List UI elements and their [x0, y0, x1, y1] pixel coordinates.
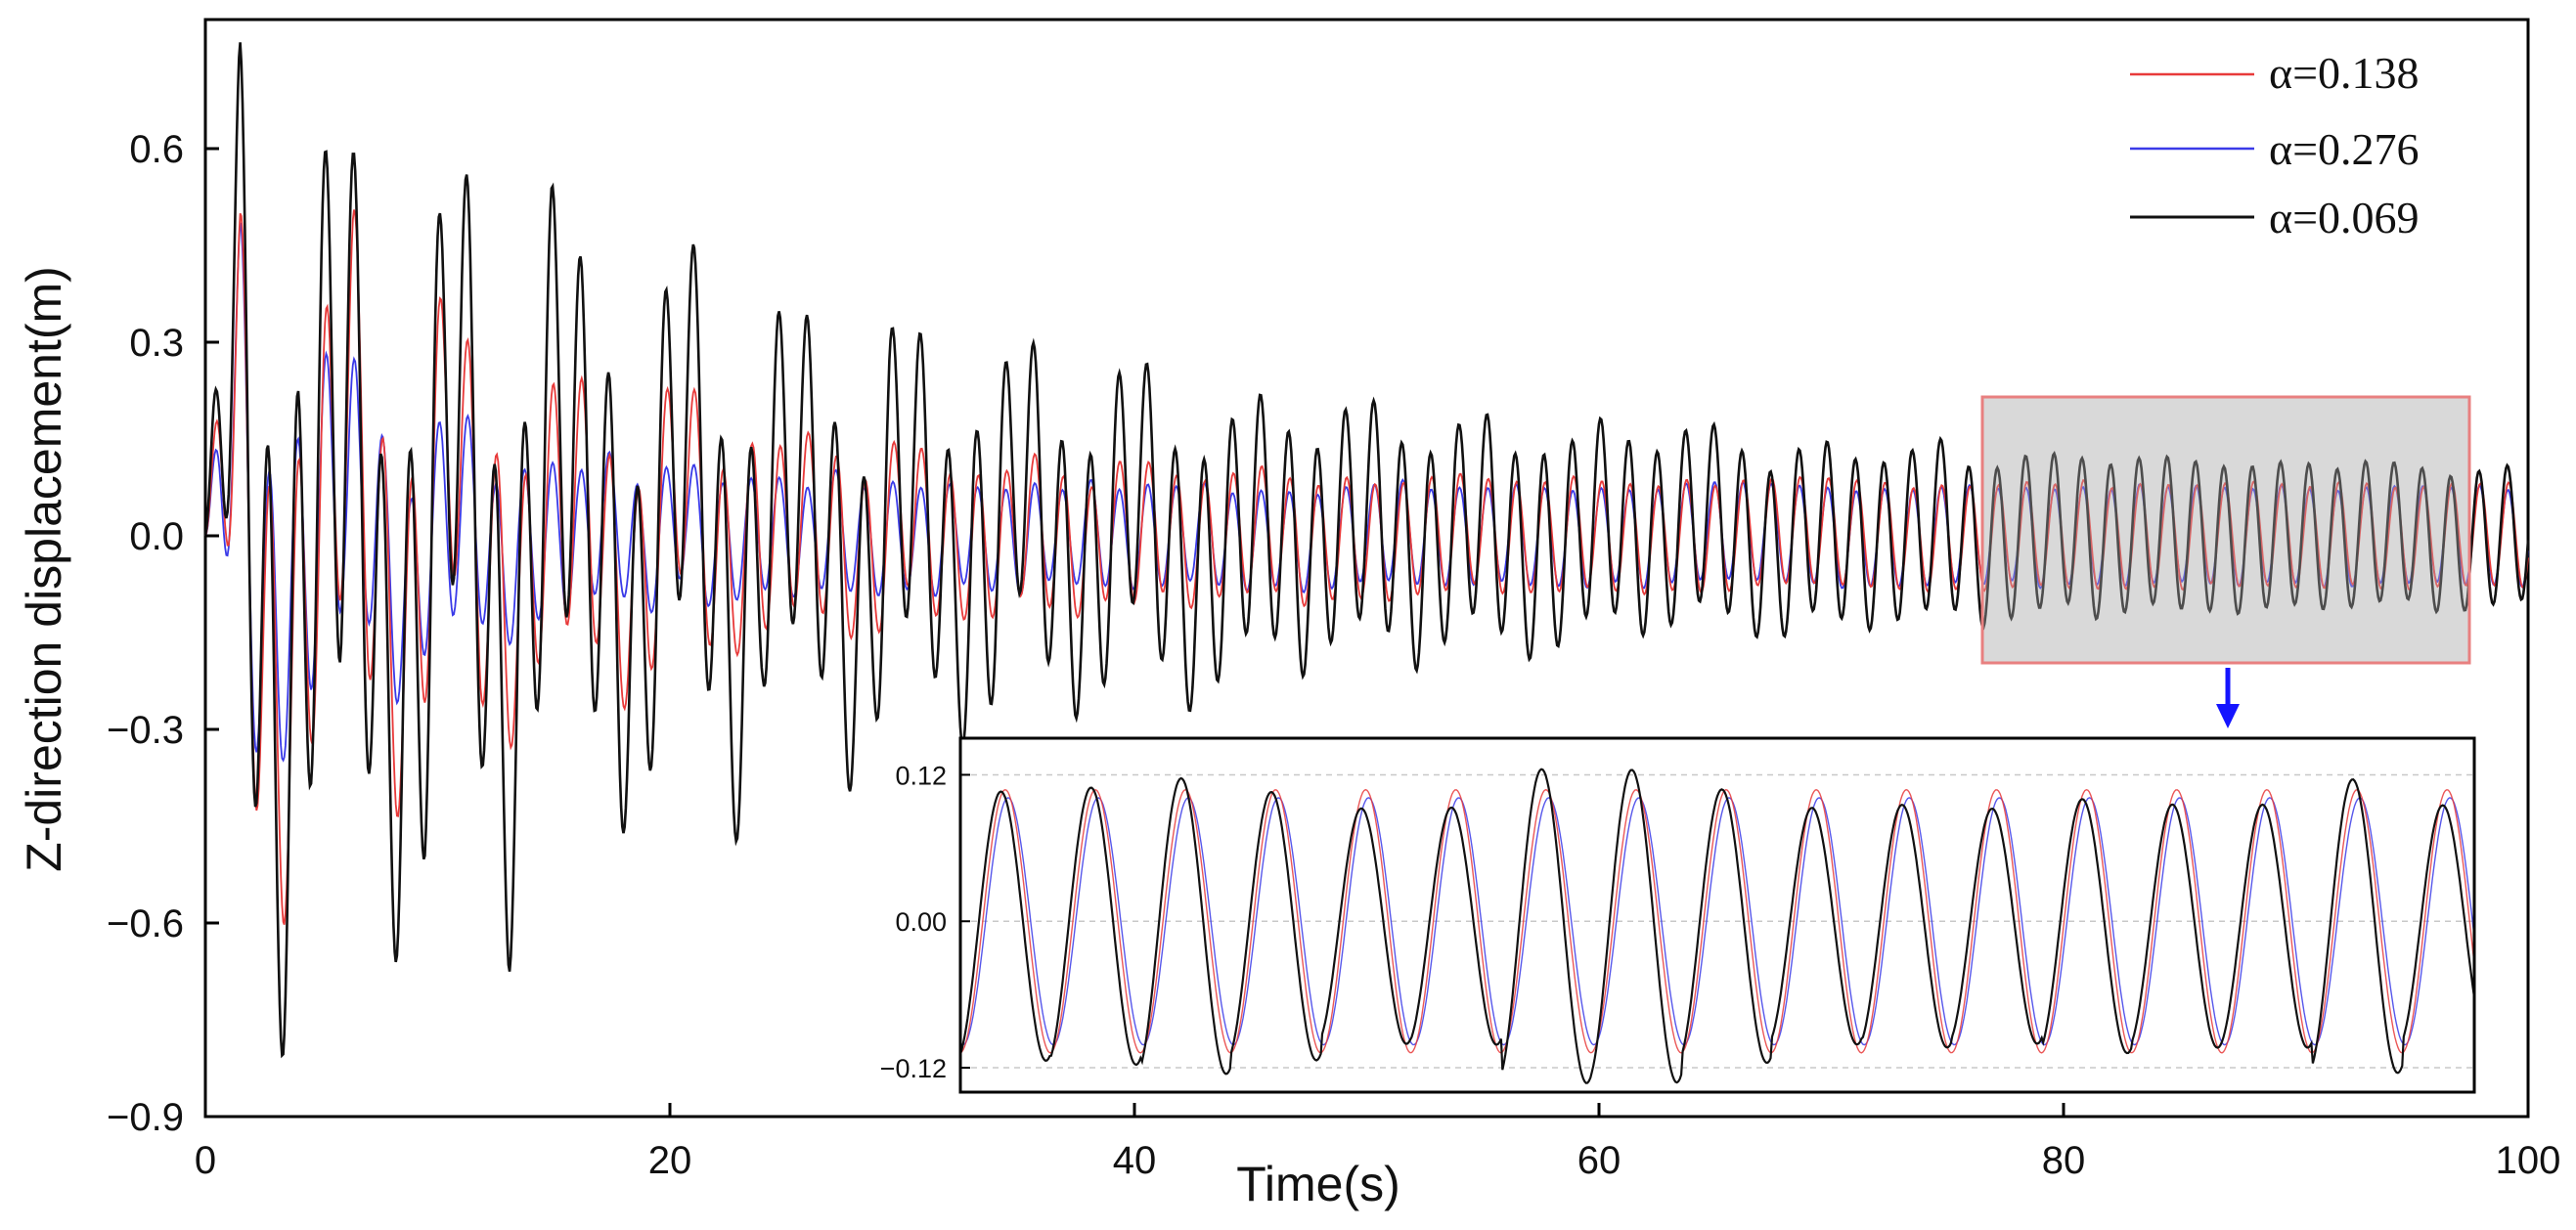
y-tick-label: 0.6 — [129, 128, 184, 171]
inset-y-tick-label: 0.00 — [895, 907, 947, 937]
inset-frame — [958, 736, 2476, 1094]
inset-y-axis: 0.12 0.00 −0.12 — [880, 761, 970, 1083]
x-tick-label: 60 — [1577, 1139, 1621, 1182]
x-tick-label: 100 — [2496, 1139, 2561, 1182]
x-tick-label: 80 — [2042, 1139, 2086, 1182]
x-tick-label: 20 — [648, 1139, 692, 1182]
series-lines — [203, 42, 2530, 1059]
zoom-region-overlay — [1980, 395, 2471, 665]
series-line — [203, 42, 2530, 1059]
zoom-arrow — [2216, 668, 2240, 728]
y-tick-label: 0.3 — [129, 322, 184, 365]
legend-label-0276: α=0.276 — [2269, 124, 2420, 174]
y-tick-label: −0.6 — [107, 902, 184, 945]
inset-y-tick-label: −0.12 — [880, 1054, 947, 1083]
y-axis-label: Z-direction displacement(m) — [17, 266, 71, 872]
inset-y-tick-label: 0.12 — [895, 761, 947, 790]
inset-chart: 0.12 0.00 −0.12 — [880, 736, 2476, 1094]
legend-label-0138: α=0.138 — [2269, 48, 2420, 98]
inset-series-line — [958, 768, 2476, 1084]
y-axis: −0.9 −0.6 −0.3 0.0 0.3 0.6 — [107, 128, 219, 1139]
x-tick-label: 40 — [1113, 1139, 1157, 1182]
inset-grid — [960, 773, 2474, 1069]
legend: α=0.138 α=0.276 α=0.069 — [2130, 48, 2420, 242]
x-tick-label: 0 — [195, 1139, 216, 1182]
y-tick-label: 0.0 — [129, 515, 184, 558]
y-tick-label: −0.3 — [107, 709, 184, 752]
legend-label-0069: α=0.069 — [2269, 193, 2420, 242]
x-axis: 0 20 40 60 80 100 — [195, 1103, 2561, 1182]
series-line — [204, 209, 2529, 926]
x-axis-label: Time(s) — [1236, 1157, 1400, 1211]
inset-series-line — [959, 788, 2475, 1054]
inset-lines — [958, 768, 2476, 1084]
plot-area — [203, 18, 2530, 1119]
y-tick-label: −0.9 — [107, 1096, 184, 1139]
